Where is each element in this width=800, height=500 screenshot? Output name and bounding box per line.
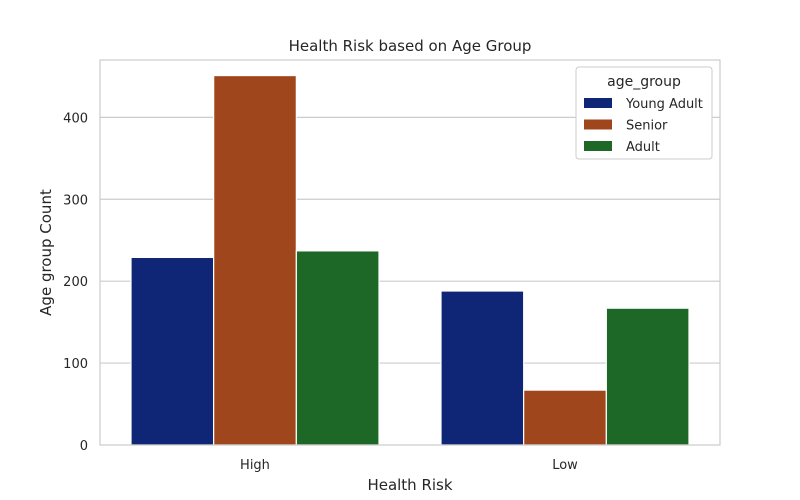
y-tick-label: 300 xyxy=(63,193,88,208)
bar xyxy=(523,389,607,446)
legend-label: Young Adult xyxy=(625,97,703,112)
bar xyxy=(440,290,525,446)
plot-frame xyxy=(99,59,721,446)
legend-label: Adult xyxy=(626,140,660,155)
y-tick-labels: 0 100 200 300 400 xyxy=(63,111,88,454)
legend-box xyxy=(575,66,713,160)
legend-title: age_group xyxy=(607,74,681,90)
bar xyxy=(213,74,297,446)
x-tick-labels: High Low xyxy=(240,458,578,473)
y-tick-label: 400 xyxy=(63,111,88,126)
y-tick-label: 200 xyxy=(63,275,88,290)
chart-title: Health Risk based on Age Group xyxy=(289,37,532,55)
legend-swatch xyxy=(584,98,612,108)
legend: age_group Young Adult Senior Adult xyxy=(575,66,713,160)
y-tick-label: 100 xyxy=(63,357,88,372)
x-tick-label: Low xyxy=(552,458,578,473)
bar xyxy=(295,250,380,446)
y-tick-label: 0 xyxy=(80,439,88,454)
y-axis-label: Age group Count xyxy=(37,189,55,316)
bar xyxy=(130,256,215,446)
x-axis-label: Health Risk xyxy=(367,476,452,494)
legend-swatch xyxy=(584,119,612,130)
legend-label: Senior xyxy=(626,119,668,134)
bar xyxy=(605,307,690,446)
legend-swatch xyxy=(584,141,612,151)
x-tick-label: High xyxy=(240,458,270,473)
